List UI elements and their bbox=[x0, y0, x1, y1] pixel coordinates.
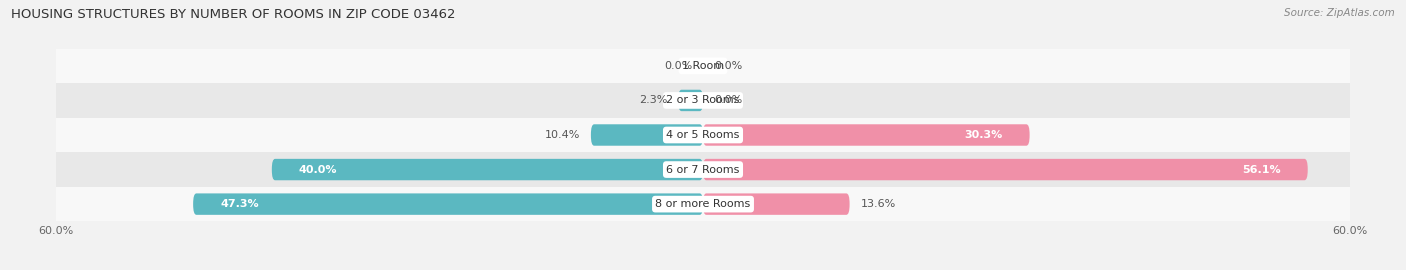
Text: 1 Room: 1 Room bbox=[682, 61, 724, 71]
Text: 8 or more Rooms: 8 or more Rooms bbox=[655, 199, 751, 209]
Text: 6 or 7 Rooms: 6 or 7 Rooms bbox=[666, 164, 740, 175]
Text: 0.0%: 0.0% bbox=[714, 61, 742, 71]
Text: 0.0%: 0.0% bbox=[714, 95, 742, 106]
Text: 30.3%: 30.3% bbox=[965, 130, 1002, 140]
Text: Source: ZipAtlas.com: Source: ZipAtlas.com bbox=[1284, 8, 1395, 18]
Text: 2.3%: 2.3% bbox=[640, 95, 668, 106]
FancyBboxPatch shape bbox=[56, 152, 1350, 187]
FancyBboxPatch shape bbox=[56, 118, 1350, 152]
Text: 13.6%: 13.6% bbox=[860, 199, 896, 209]
FancyBboxPatch shape bbox=[591, 124, 703, 146]
FancyBboxPatch shape bbox=[703, 193, 849, 215]
FancyBboxPatch shape bbox=[193, 193, 703, 215]
FancyBboxPatch shape bbox=[703, 159, 1308, 180]
Text: 40.0%: 40.0% bbox=[298, 164, 337, 175]
Text: HOUSING STRUCTURES BY NUMBER OF ROOMS IN ZIP CODE 03462: HOUSING STRUCTURES BY NUMBER OF ROOMS IN… bbox=[11, 8, 456, 21]
Text: 47.3%: 47.3% bbox=[221, 199, 259, 209]
Text: 2 or 3 Rooms: 2 or 3 Rooms bbox=[666, 95, 740, 106]
Text: 4 or 5 Rooms: 4 or 5 Rooms bbox=[666, 130, 740, 140]
FancyBboxPatch shape bbox=[56, 49, 1350, 83]
FancyBboxPatch shape bbox=[678, 90, 703, 111]
Text: 56.1%: 56.1% bbox=[1241, 164, 1281, 175]
FancyBboxPatch shape bbox=[703, 124, 1029, 146]
FancyBboxPatch shape bbox=[56, 83, 1350, 118]
Text: 10.4%: 10.4% bbox=[544, 130, 581, 140]
FancyBboxPatch shape bbox=[56, 187, 1350, 221]
FancyBboxPatch shape bbox=[271, 159, 703, 180]
Text: 0.0%: 0.0% bbox=[664, 61, 692, 71]
